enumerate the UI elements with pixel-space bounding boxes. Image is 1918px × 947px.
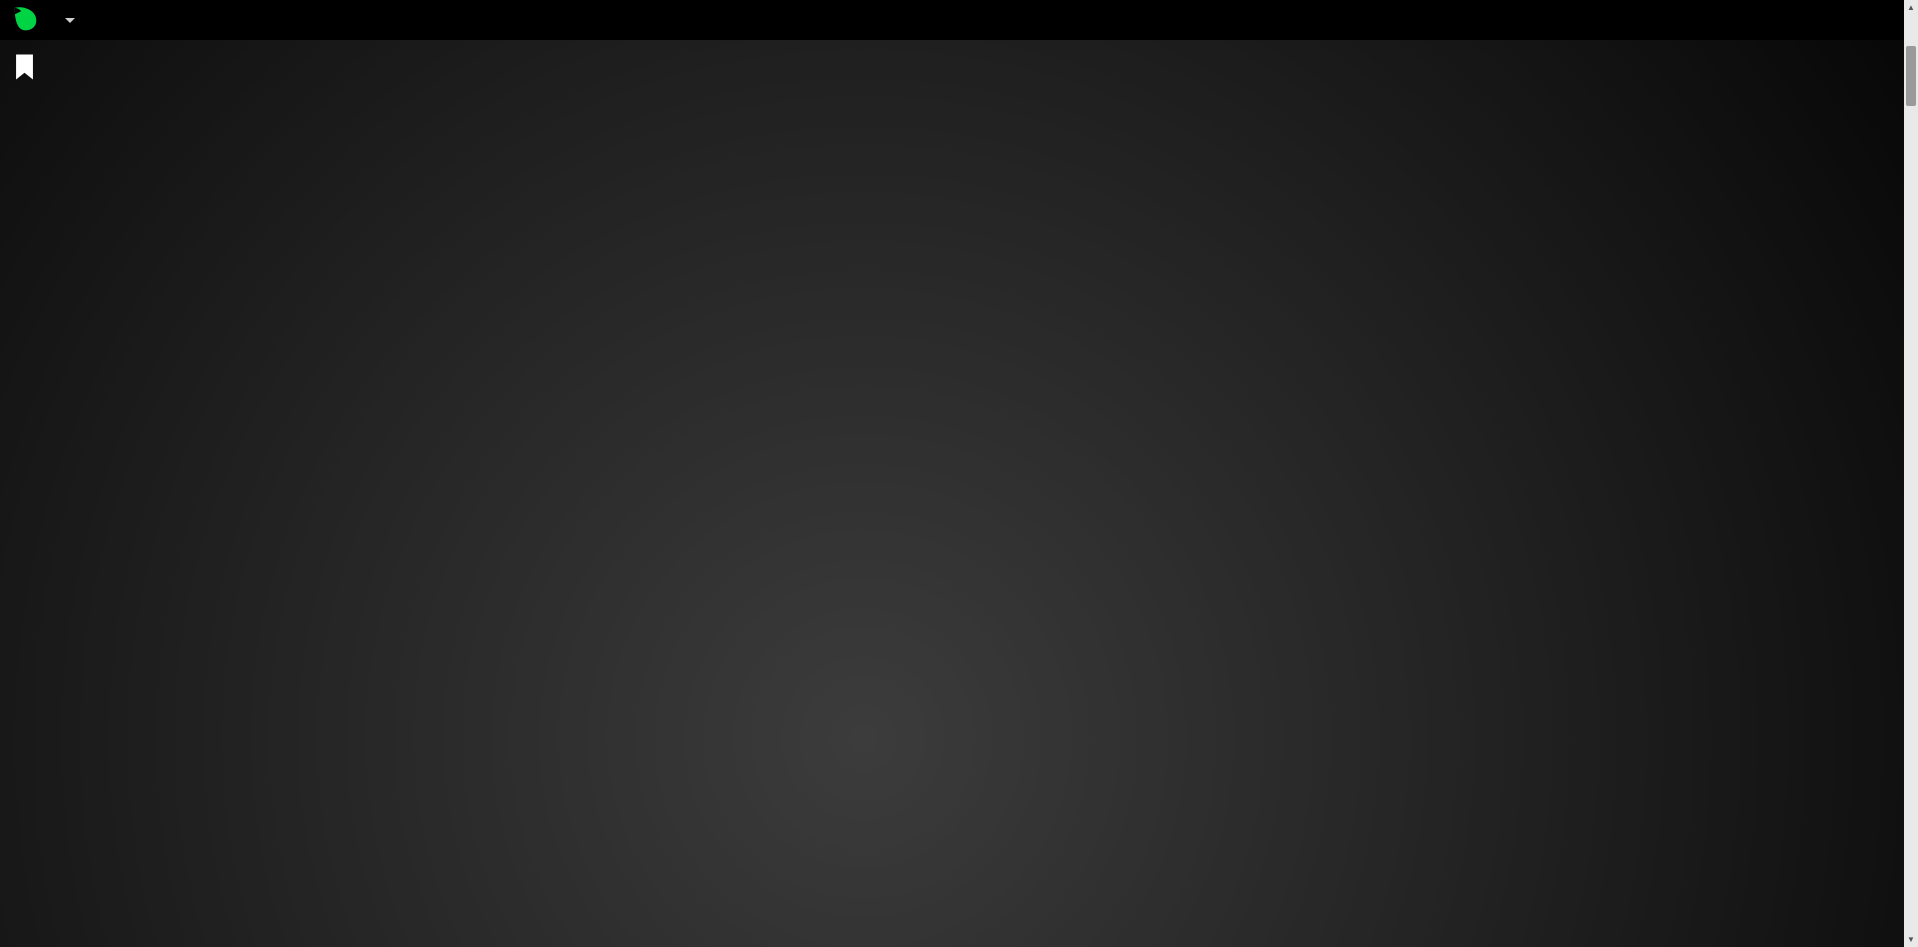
top-header xyxy=(0,0,1918,40)
cpu-desc-line2 xyxy=(62,428,1522,451)
bookmark-icon xyxy=(12,52,37,82)
cpu-desc-line3 xyxy=(62,451,1522,474)
scrollbar-thumb[interactable] xyxy=(1906,46,1916,106)
brand xyxy=(10,5,75,35)
page-scrollbar[interactable]: ▲ ▼ xyxy=(1904,0,1918,947)
chevron-down-icon[interactable] xyxy=(65,17,75,23)
netdata-logo-icon xyxy=(10,5,40,35)
cpu-description xyxy=(62,428,1522,474)
scrollbar-up-icon[interactable]: ▲ xyxy=(1907,3,1915,12)
page-title-row xyxy=(12,52,48,82)
scrollbar-down-icon[interactable]: ▼ xyxy=(1907,935,1915,944)
